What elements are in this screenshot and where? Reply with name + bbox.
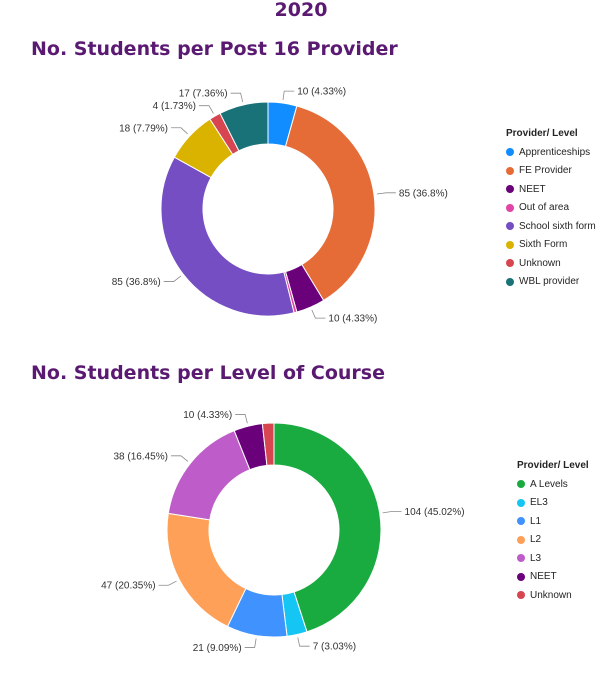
slice-unknown[interactable]	[261, 422, 275, 466]
legend-label: EL3	[530, 497, 548, 509]
legend-swatch	[506, 277, 514, 286]
legend-item-sixth-form[interactable]: Sixth Form	[506, 236, 596, 255]
legend-item-el3[interactable]: EL3	[517, 494, 589, 513]
leader-line-l2	[158, 580, 177, 586]
legend-swatch	[506, 259, 514, 268]
legend-item-wbl-provider[interactable]: WBL provider	[506, 273, 596, 292]
leader-line-fe-provider	[376, 192, 396, 195]
legend-label: A Levels	[530, 478, 568, 490]
legend-swatch	[506, 203, 514, 212]
slice-wbl-provider[interactable]	[219, 101, 269, 152]
leader-line-apprenticeships	[282, 90, 295, 101]
data-label-el3: 7 (3.03%)	[313, 642, 356, 653]
leader-line-l3	[170, 455, 189, 462]
provider-chart-title: No. Students per Post 16 Provider	[31, 38, 398, 60]
leader-line-neet	[235, 414, 248, 424]
level-legend: Provider/ Level A Levels EL3 L1 L2 L3 NEET Unk…	[517, 460, 589, 605]
data-label-apprenticeships: 10 (4.33%)	[297, 87, 346, 98]
legend-item-l2[interactable]: L2	[517, 531, 589, 550]
slice-fe-provider[interactable]	[284, 105, 376, 302]
leader-line-unknown	[198, 105, 214, 114]
legend-title: Provider/ Level	[506, 128, 578, 139]
legend-swatch	[517, 498, 525, 507]
legend-label: Apprenticeships	[519, 146, 591, 158]
legend-swatch	[506, 240, 514, 249]
level-donut-chart: 104 (45.02%) 7 (3.03%) 21 (9.09%) 47 (20.35…	[101, 410, 465, 654]
legend-label: NEET	[530, 571, 557, 583]
slice-l3[interactable]	[167, 430, 251, 521]
data-label-school-sixth-form: 85 (36.8%)	[112, 277, 161, 288]
data-label-l3: 38 (16.45%)	[113, 451, 167, 462]
legend-item-apprenticeships[interactable]: Apprenticeships	[506, 143, 596, 162]
leader-line-wbl-provider	[230, 92, 244, 103]
provider-legend: Provider/ Level Apprenticeships FE Provid…	[506, 128, 596, 291]
data-label-a-levels: 104 (45.02%)	[405, 507, 465, 518]
leader-line-sixth-form	[171, 127, 188, 135]
data-label-l1: 21 (9.09%)	[193, 643, 242, 654]
legend-label: FE Provider	[519, 165, 572, 177]
legend-swatch	[517, 517, 525, 526]
legend-swatch	[517, 554, 525, 563]
slice-school-sixth-form[interactable]	[160, 156, 295, 317]
data-label-fe-provider: 85 (36.8%)	[399, 188, 448, 199]
legend-item-out-of-area[interactable]: Out of area	[506, 199, 596, 218]
data-label-neet: 10 (4.33%)	[183, 410, 232, 421]
data-label-wbl-provider: 17 (7.36%)	[179, 89, 228, 100]
provider-donut-chart: 10 (4.33%) 85 (36.8%) 10 (4.33%) 85 (36.8%)…	[112, 87, 448, 325]
legend-swatch	[506, 148, 514, 157]
legend-swatch	[506, 222, 514, 231]
legend-item-unknown[interactable]: Unknown	[517, 586, 589, 605]
slice-a-levels[interactable]	[273, 422, 382, 633]
legend-label: L1	[530, 515, 542, 527]
leader-line-el3	[297, 637, 310, 647]
legend-item-unknown[interactable]: Unknown	[506, 254, 596, 273]
legend-label: WBL provider	[519, 276, 580, 288]
year-heading: 2020	[274, 0, 328, 21]
legend-item-fe-provider[interactable]: FE Provider	[506, 162, 596, 181]
data-label-unknown: 4 (1.73%)	[153, 101, 196, 112]
data-label-l2: 47 (20.35%)	[101, 581, 155, 592]
legend-label: Sixth Form	[519, 239, 568, 251]
legend-swatch	[506, 166, 514, 175]
legend-item-neet[interactable]: NEET	[517, 568, 589, 587]
legend-label: Out of area	[519, 202, 570, 214]
legend-swatch	[517, 591, 525, 600]
leader-line-a-levels	[382, 511, 402, 514]
legend-swatch	[517, 572, 525, 581]
leader-line-l1	[244, 638, 257, 648]
leader-line-neet	[311, 309, 326, 319]
legend-label: Unknown	[530, 589, 572, 601]
leader-line-school-sixth-form	[163, 275, 182, 282]
legend-item-school-sixth-form[interactable]: School sixth form	[506, 217, 596, 236]
legend-title: Provider/ Level	[517, 460, 589, 471]
legend-label: NEET	[519, 183, 546, 195]
legend-label: L2	[530, 534, 542, 546]
legend-swatch	[517, 535, 525, 544]
legend-label: School sixth form	[519, 220, 596, 232]
legend-item-neet[interactable]: NEET	[506, 180, 596, 199]
legend-swatch	[506, 185, 514, 194]
slice-l2[interactable]	[166, 512, 247, 628]
legend-item-a-levels[interactable]: A Levels	[517, 475, 589, 494]
legend-swatch	[517, 480, 525, 489]
level-chart-title: No. Students per Level of Course	[31, 362, 385, 384]
legend-label: Unknown	[519, 257, 561, 269]
legend-label: L3	[530, 552, 542, 564]
legend-item-l1[interactable]: L1	[517, 512, 589, 531]
legend-item-l3[interactable]: L3	[517, 549, 589, 568]
data-label-sixth-form: 18 (7.79%)	[119, 123, 168, 134]
data-label-neet: 10 (4.33%)	[328, 314, 377, 325]
